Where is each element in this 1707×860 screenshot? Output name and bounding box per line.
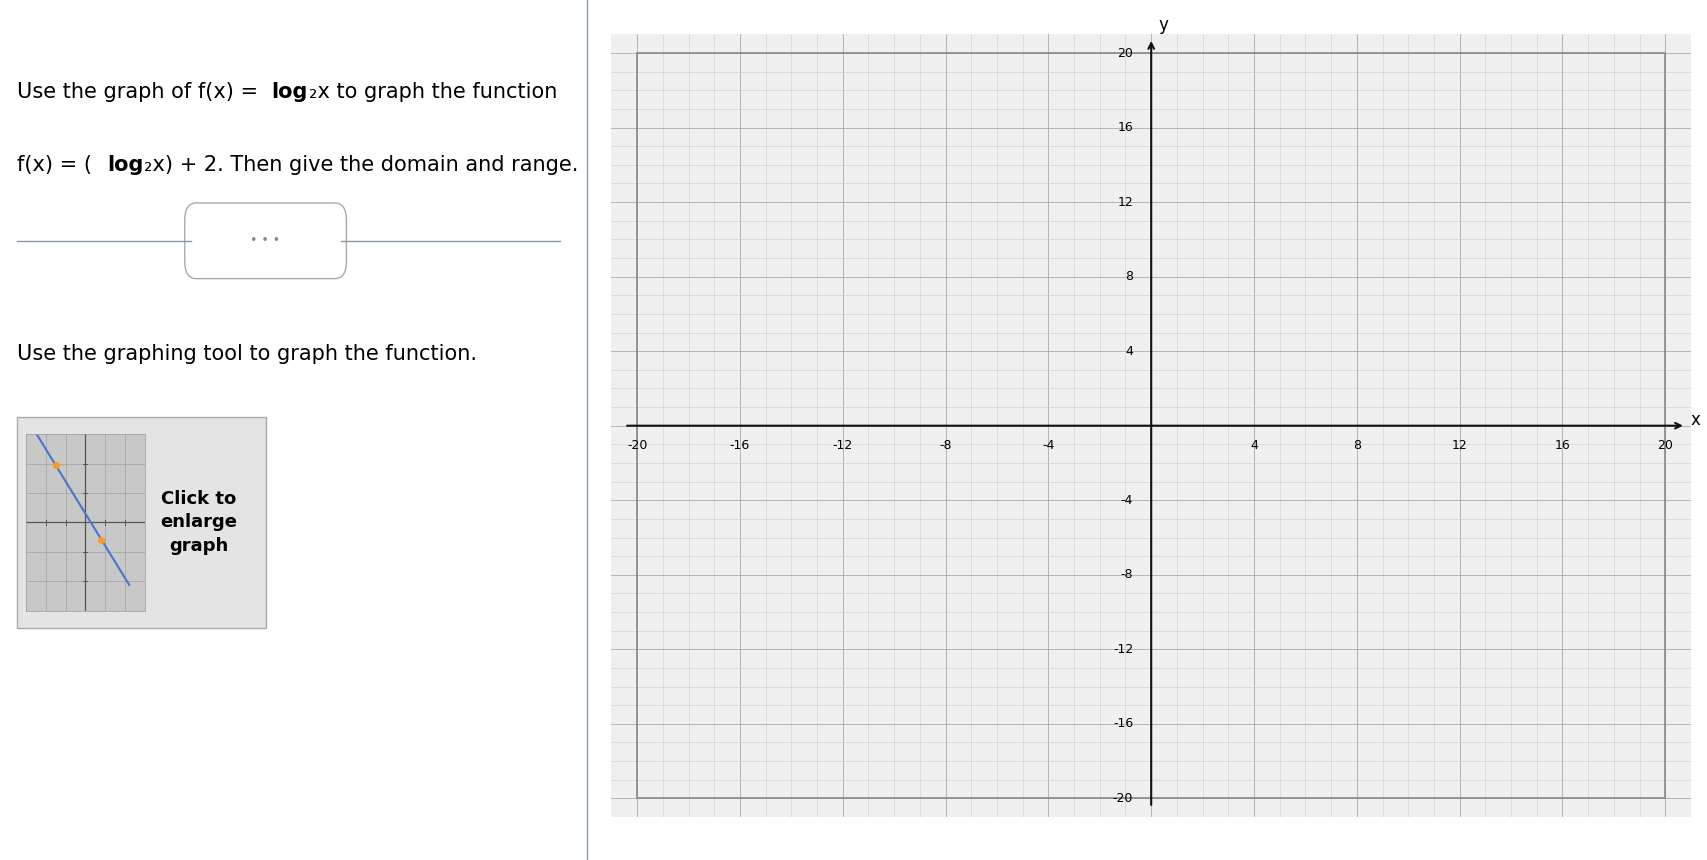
- Text: log: log: [108, 155, 143, 175]
- Text: Use the graphing tool to graph the function.: Use the graphing tool to graph the funct…: [17, 344, 476, 364]
- Text: -12: -12: [1113, 642, 1132, 656]
- Text: -8: -8: [939, 439, 951, 452]
- Text: 12: 12: [1116, 195, 1132, 209]
- Text: -16: -16: [729, 439, 749, 452]
- Text: -4: -4: [1041, 439, 1053, 452]
- Text: 12: 12: [1451, 439, 1466, 452]
- Text: 4: 4: [1250, 439, 1256, 452]
- Text: 4: 4: [1125, 345, 1132, 358]
- Text: -16: -16: [1113, 717, 1132, 730]
- Text: -4: -4: [1120, 494, 1132, 507]
- Text: ₂x) + 2. Then give the domain and range.: ₂x) + 2. Then give the domain and range.: [143, 155, 579, 175]
- Text: -20: -20: [626, 439, 647, 452]
- Text: -8: -8: [1120, 568, 1132, 581]
- FancyBboxPatch shape: [184, 203, 347, 279]
- Text: -20: -20: [1113, 792, 1132, 805]
- Text: log: log: [271, 82, 307, 101]
- Text: ₂x to graph the function: ₂x to graph the function: [309, 82, 556, 101]
- Text: y: y: [1159, 16, 1168, 34]
- Text: 16: 16: [1553, 439, 1569, 452]
- Text: 8: 8: [1125, 270, 1132, 283]
- Text: 20: 20: [1656, 439, 1673, 452]
- FancyBboxPatch shape: [17, 417, 265, 628]
- Text: 8: 8: [1352, 439, 1360, 452]
- Text: Click to
enlarge
graph: Click to enlarge graph: [160, 490, 237, 555]
- Text: -12: -12: [833, 439, 852, 452]
- Text: • • •: • • •: [251, 234, 280, 248]
- Text: 16: 16: [1116, 121, 1132, 134]
- Text: 20: 20: [1116, 46, 1132, 59]
- Text: f(x) = (: f(x) = (: [17, 155, 92, 175]
- Text: Use the graph of f(x) =: Use the graph of f(x) =: [17, 82, 265, 101]
- Text: x: x: [1690, 411, 1700, 429]
